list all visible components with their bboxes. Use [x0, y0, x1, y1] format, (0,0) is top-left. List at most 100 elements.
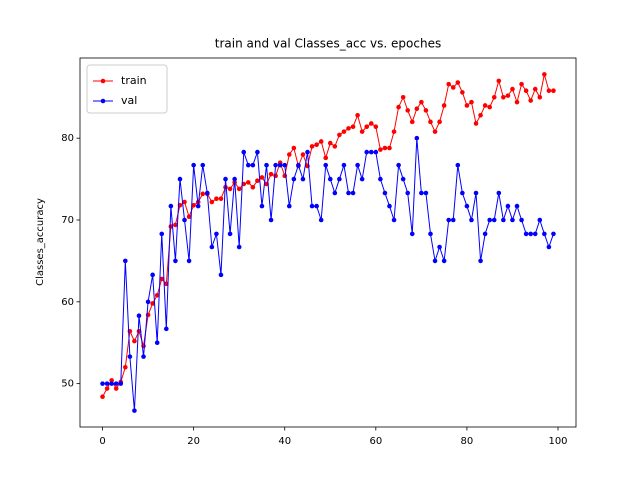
point	[104, 381, 110, 386]
point	[159, 276, 165, 282]
point	[337, 132, 342, 138]
point	[100, 394, 105, 400]
point	[523, 231, 529, 237]
y-axis-label: Classes_accuracy	[35, 198, 46, 286]
y-tick-label: 50	[61, 379, 74, 390]
point	[423, 190, 429, 196]
point	[136, 313, 142, 319]
point	[341, 162, 347, 168]
point	[259, 203, 265, 209]
point	[305, 149, 310, 155]
point	[309, 144, 315, 149]
point	[118, 381, 124, 386]
point	[250, 184, 256, 190]
point	[400, 94, 406, 100]
point	[419, 99, 424, 105]
point	[173, 258, 178, 264]
y-tick-label: 70	[61, 215, 74, 226]
point	[150, 301, 155, 306]
point	[186, 258, 192, 264]
point	[373, 149, 379, 155]
point	[359, 129, 365, 134]
point	[323, 155, 329, 161]
point	[273, 162, 278, 168]
point	[191, 202, 196, 208]
point	[209, 199, 215, 205]
point	[309, 203, 315, 209]
point	[464, 103, 470, 108]
x-tick-label: 100	[548, 436, 567, 447]
point	[455, 80, 461, 85]
point	[236, 244, 242, 250]
point	[141, 354, 146, 359]
point	[473, 121, 479, 126]
point	[286, 152, 292, 157]
point	[104, 386, 110, 391]
point	[441, 103, 447, 108]
point	[501, 94, 506, 100]
point	[296, 162, 301, 168]
point	[282, 162, 288, 168]
point	[223, 176, 228, 182]
point	[414, 135, 420, 141]
point	[109, 378, 114, 383]
point	[368, 149, 374, 155]
point	[414, 106, 420, 112]
point	[245, 162, 251, 168]
point	[182, 217, 187, 223]
point	[391, 217, 397, 223]
point	[132, 408, 137, 413]
point	[177, 176, 183, 182]
point	[528, 231, 533, 237]
point	[154, 340, 160, 346]
point	[264, 162, 269, 168]
point	[368, 121, 374, 126]
plot-frame	[79, 57, 577, 428]
legend-label: train	[121, 74, 147, 87]
series-line	[102, 138, 554, 411]
point	[218, 196, 224, 202]
point	[232, 176, 237, 182]
point	[432, 129, 438, 134]
point	[145, 299, 151, 305]
point	[255, 149, 260, 155]
point	[346, 190, 351, 196]
point	[236, 186, 242, 192]
point	[532, 86, 538, 92]
point	[214, 231, 219, 237]
point	[551, 231, 556, 237]
point	[378, 176, 383, 182]
point	[441, 258, 447, 264]
point	[205, 190, 210, 196]
point	[164, 326, 169, 332]
point	[355, 112, 360, 118]
point	[514, 203, 520, 209]
point	[437, 244, 442, 250]
point	[460, 90, 465, 95]
point	[314, 142, 319, 148]
point	[478, 258, 483, 264]
point	[496, 190, 502, 196]
point	[537, 217, 543, 223]
point	[359, 176, 365, 182]
point	[268, 217, 274, 223]
point	[182, 199, 187, 205]
point	[423, 108, 429, 113]
point	[113, 386, 119, 391]
point	[501, 217, 506, 223]
point	[127, 354, 133, 359]
point	[450, 85, 456, 90]
point	[318, 139, 324, 144]
point	[455, 162, 461, 168]
point	[191, 162, 196, 168]
point	[487, 217, 492, 223]
y-tick-label: 80	[61, 133, 74, 144]
x-tick-label: 80	[461, 436, 474, 447]
point	[473, 190, 479, 196]
point	[450, 217, 456, 223]
point	[432, 258, 438, 264]
point	[168, 203, 174, 209]
point	[542, 72, 547, 77]
point	[446, 81, 451, 87]
